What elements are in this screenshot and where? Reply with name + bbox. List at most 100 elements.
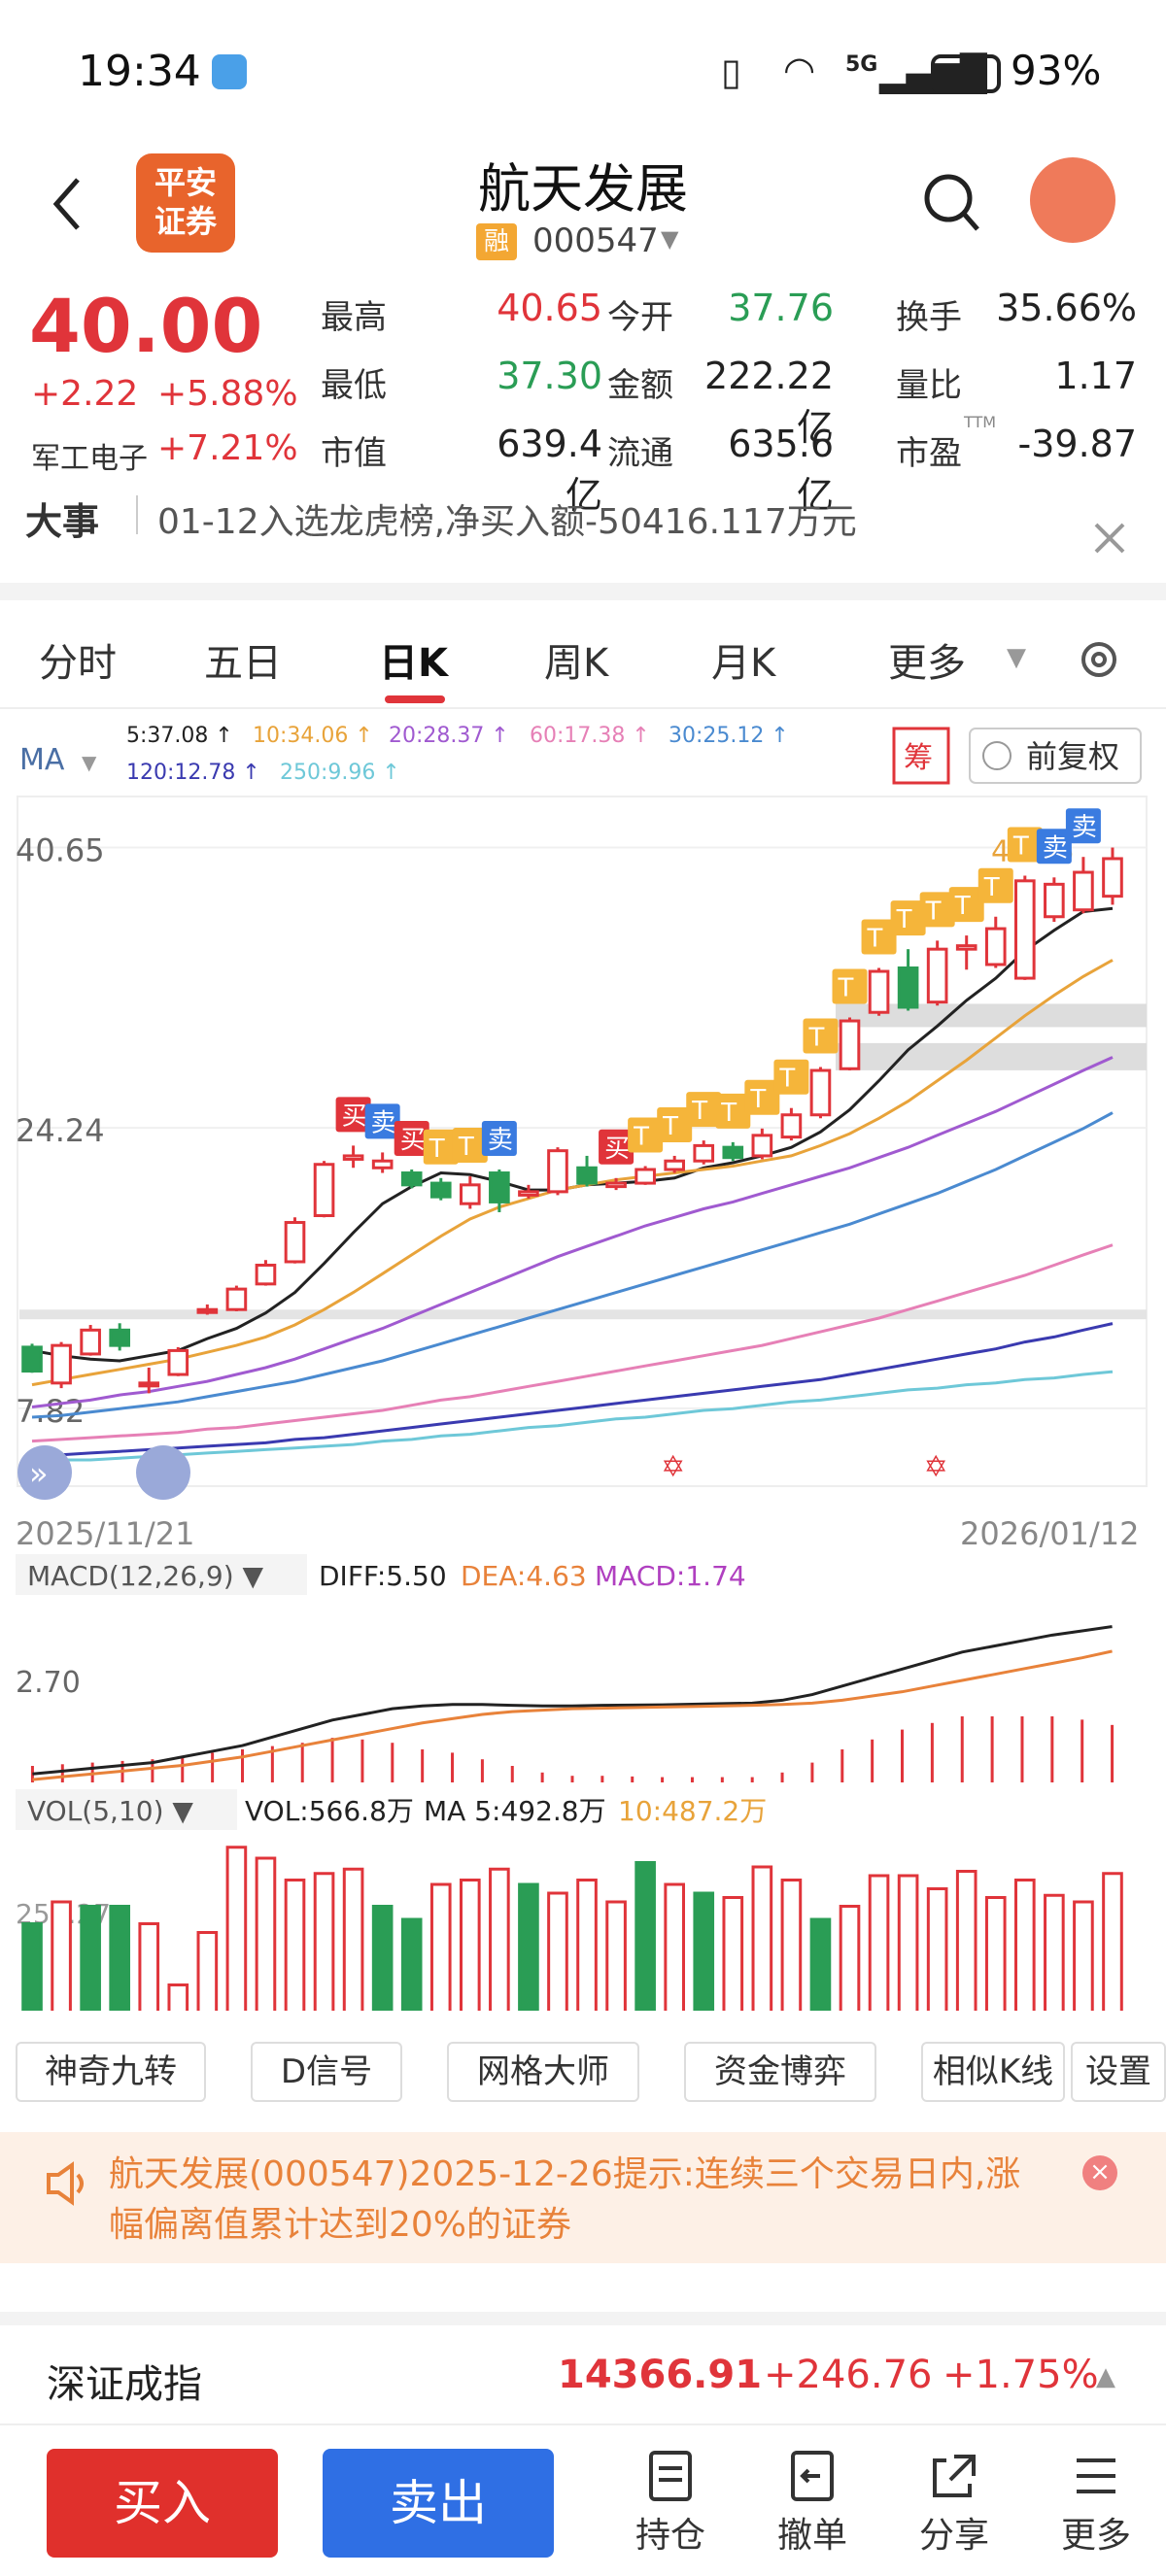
- volume-bar: [576, 1879, 598, 2017]
- section-divider: [0, 583, 1166, 600]
- signal-badge: [394, 1121, 429, 1157]
- volume-bar: [780, 1879, 803, 2017]
- star-marker: ✡: [661, 1450, 685, 1484]
- signal-text: 买: [400, 1126, 426, 1155]
- index-value: 14366.91: [558, 2353, 763, 2397]
- signal-text: T: [458, 1133, 474, 1162]
- tool-similar-k[interactable]: 相似K线: [921, 2042, 1065, 2102]
- candle-body: [722, 1145, 744, 1160]
- tool-grid-master[interactable]: 网格大师: [447, 2042, 639, 2102]
- quote-label-8: 市盈: [896, 434, 962, 473]
- candle-body: [693, 1143, 715, 1163]
- macd-value: MACD:1.74: [595, 1560, 746, 1592]
- volume-bar: [371, 1905, 394, 2017]
- volume-bar: [693, 1891, 715, 2017]
- more-button[interactable]: 更多: [1047, 2449, 1145, 2558]
- quote-label-6: 市值: [321, 434, 387, 473]
- signal-badge: [1065, 808, 1101, 844]
- signal-text: 卖: [371, 1108, 396, 1137]
- close-icon[interactable]: [1092, 521, 1127, 556]
- price-axis-label: 40.65: [16, 832, 105, 869]
- kline-chart[interactable]: MA ▼ 5:37.08 ↑ 10:34.06 ↑ 20:28.37 ↑ 60:17.38…: [0, 709, 1166, 2017]
- tab-wuri[interactable]: 五日: [204, 641, 282, 686]
- tab-more[interactable]: 更多: [888, 641, 966, 686]
- chevron-up-icon[interactable]: ▲: [1096, 2362, 1115, 2391]
- tab-fenshi[interactable]: 分时: [39, 641, 117, 686]
- macd-dea: DEA:4.63: [461, 1560, 587, 1592]
- sector-name[interactable]: 军工电子: [31, 442, 148, 476]
- volume-bar: [926, 1887, 948, 2017]
- broker-logo[interactable]: 平安 证券: [136, 153, 235, 253]
- tab-daily-k[interactable]: 日K: [379, 641, 448, 686]
- tool-d-signal[interactable]: D信号: [251, 2042, 402, 2102]
- macd-params: MACD(12,26,9) ▼: [27, 1560, 264, 1592]
- vol-header-bg: [16, 1789, 237, 1830]
- price-change-pct: +5.88%: [157, 374, 298, 414]
- signal-badge: [977, 867, 1013, 903]
- signal-text: T: [662, 1112, 678, 1141]
- volume-bar: [1073, 1900, 1094, 2017]
- volume-bar: [284, 1879, 306, 2017]
- tab-monthly-k[interactable]: 月K: [711, 641, 776, 686]
- index-ticker[interactable]: 深证成指 14366.91 +246.76 +1.75% ▲: [0, 2312, 1166, 2423]
- buy-button[interactable]: 买入: [47, 2449, 278, 2558]
- signal-text: T: [691, 1097, 707, 1126]
- volume-bar: [109, 1905, 131, 2017]
- volume-bar: [751, 1865, 773, 2017]
- speaker-icon: [47, 2161, 84, 2206]
- candle-body: [109, 1328, 131, 1347]
- ma-legend-item: 20:28.37 ↑: [389, 724, 509, 748]
- events-text[interactable]: 01-12入选龙虎榜,净买入额-50416.117万元: [157, 502, 857, 542]
- signal-text: T: [925, 897, 942, 926]
- menu-icon: [1077, 2458, 1115, 2493]
- ttm-superscript: TTM: [964, 413, 997, 431]
- volume-bar: [984, 1896, 1007, 2017]
- tool-settings[interactable]: 设置: [1071, 2042, 1166, 2102]
- quote-value-6: 639.4亿: [497, 423, 602, 517]
- code-dropdown-icon[interactable]: ▼: [661, 225, 679, 253]
- quote-label-4: 金额: [607, 366, 673, 405]
- volume-bar: [868, 1874, 890, 2017]
- tool-nine-turn[interactable]: 神奇九转: [16, 2042, 206, 2102]
- cancel-order-label: 撤单: [776, 2516, 847, 2556]
- more-dropdown-icon[interactable]: ▼: [1007, 643, 1026, 672]
- ma-line-ma20: [31, 1056, 1114, 1408]
- zoom-reset-icon: [136, 1445, 190, 1500]
- resistance-zone: [836, 1042, 1147, 1070]
- volume-bar: [897, 1874, 919, 2017]
- price-panel-frame: [17, 796, 1148, 1487]
- cancel-order-button[interactable]: 撤单: [764, 2449, 861, 2558]
- tab-weekly-k[interactable]: 周K: [544, 641, 609, 686]
- candle-body: [1013, 879, 1036, 980]
- stock-header: 平安 证券 航天发展 融 000547 ▼: [0, 146, 1166, 277]
- vol-value: VOL:566.8万: [245, 1795, 414, 1827]
- tab-active-indicator: [385, 695, 445, 703]
- kline-chart-area[interactable]: MA ▼ 5:37.08 ↑ 10:34.06 ↑ 20:28.37 ↑ 60:17.38…: [0, 709, 1166, 2017]
- signal-text: T: [633, 1122, 649, 1151]
- avatar[interactable]: [1030, 157, 1115, 243]
- tool-fund-game[interactable]: 资金博弈: [684, 2042, 876, 2102]
- notice-close-icon[interactable]: ×: [1082, 2155, 1117, 2190]
- search-icon[interactable]: [923, 173, 981, 235]
- wifi-icon: ◠: [783, 49, 816, 91]
- candle-body: [342, 1154, 364, 1161]
- events-bar[interactable]: 大事 01-12入选龙虎榜,净买入额-50416.117万元: [0, 486, 1166, 583]
- signal-badge: [628, 1117, 664, 1153]
- candle-body: [167, 1348, 189, 1376]
- share-button[interactable]: 分享: [906, 2449, 1003, 2558]
- risk-notice[interactable]: 航天发展(000547)2025-12-26提示:连续三个交易日内,涨幅偏离值累…: [0, 2132, 1166, 2263]
- signal-badge: [715, 1093, 751, 1129]
- stock-code: 000547: [532, 221, 659, 260]
- sell-button[interactable]: 卖出: [323, 2449, 554, 2558]
- candle-body: [780, 1113, 803, 1139]
- gear-icon[interactable]: [1075, 635, 1123, 684]
- quote-panel: 40.00 +2.22 +5.88% 军工电子 +7.21% 最高 40.65 今开…: [0, 277, 1166, 517]
- candle-body: [839, 1019, 861, 1070]
- vibrate-icon: ▯: [721, 51, 741, 93]
- signal-text: T: [1012, 832, 1029, 862]
- positions-button[interactable]: 持仓: [622, 2449, 719, 2558]
- vol-ma5: MA 5:492.8万: [424, 1795, 606, 1827]
- volume-bar: [80, 1905, 101, 2017]
- signal-badge: [452, 1128, 488, 1164]
- back-arrow-icon[interactable]: [49, 175, 87, 233]
